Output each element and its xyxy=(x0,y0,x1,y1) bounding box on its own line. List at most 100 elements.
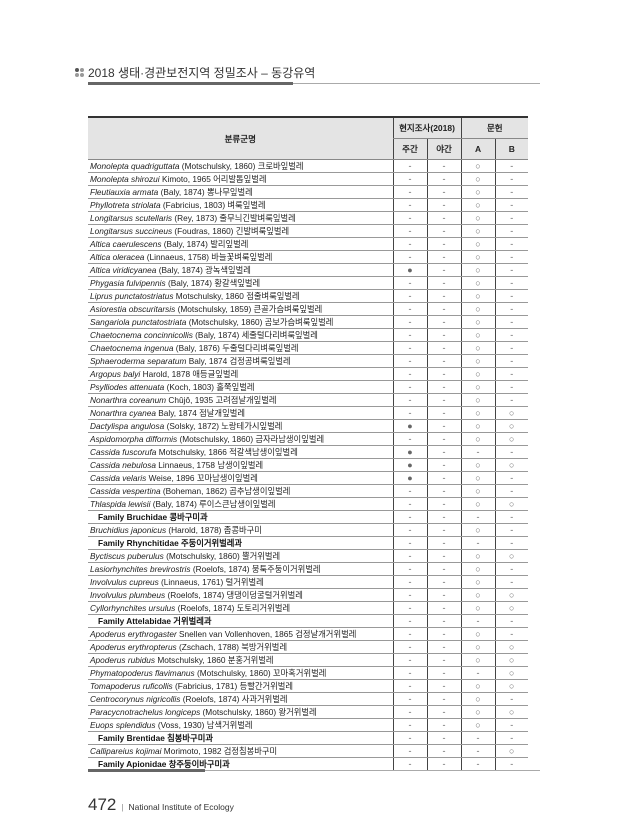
family-name: Family Bruchidae 콩바구미과 xyxy=(88,510,393,524)
mark-day: - xyxy=(392,757,427,771)
mark-night: - xyxy=(426,419,462,433)
mark-a: - xyxy=(460,757,496,771)
scientific-name: Longitarsus succineus xyxy=(90,226,173,236)
mark-day: - xyxy=(392,484,427,498)
authority-and-korean-name: (Harold, 1878) 좀콩바구미 xyxy=(166,525,262,535)
family-row: Family Brentidae 침봉바구미과 - - - - xyxy=(88,731,529,745)
mark-a: ○ xyxy=(460,627,496,641)
table-row: Centrocorynus nigricollis (Roelofs, 1874… xyxy=(88,692,529,706)
mark-b: - xyxy=(494,237,529,251)
mark-day: - xyxy=(392,237,427,251)
authority-and-korean-name: (Roelofs, 1874) 도토리거위벌레 xyxy=(175,603,291,613)
species-name: Paracycnotrachelus longiceps (Motschulsk… xyxy=(88,705,393,719)
mark-a: - xyxy=(460,666,496,680)
table-row: Callipareius kojimai Morimoto, 1982 검정침봉… xyxy=(88,744,529,758)
authority-and-korean-name: (Baly, 1874) 세줄털다리벼룩잎벌레 xyxy=(192,330,318,340)
family-row: Family Bruchidae 콩바구미과 - - - - xyxy=(88,510,529,524)
scientific-name: Asiorestia obscuritarsis xyxy=(90,304,176,314)
scientific-name: Euops splendidus xyxy=(90,720,156,730)
table-row: Monolepta shirozui Kimoto, 1965 어리발톱잎벌레 -… xyxy=(88,172,529,186)
mark-b: - xyxy=(494,302,529,316)
authority-and-korean-name: (Baly, 1874) 발리잎벌레 xyxy=(161,239,249,249)
mark-b: - xyxy=(494,484,529,498)
mark-night: - xyxy=(426,367,462,381)
mark-a: ○ xyxy=(460,419,496,433)
mark-a: ○ xyxy=(460,185,496,199)
species-name: Chaetocnema concinnicollis (Baly, 1874) … xyxy=(88,328,393,342)
mark-night: - xyxy=(426,341,462,355)
scientific-name: Sangariola punctatostriata xyxy=(90,317,187,327)
species-name: Monolepta shirozui Kimoto, 1965 어리발톱잎벌레 xyxy=(88,172,393,186)
authority-and-korean-name: (Solsky, 1872) 노랑테가시잎벌레 xyxy=(164,421,283,431)
mark-night: - xyxy=(426,159,462,173)
species-name: Cassida vespertina (Boheman, 1862) 곱추남생이… xyxy=(88,484,393,498)
scientific-name: Phymatopoderus flavimanus xyxy=(90,668,195,678)
mark-day: - xyxy=(392,224,427,238)
mark-a: ○ xyxy=(460,458,496,472)
mark-day: - xyxy=(392,536,427,550)
species-name: Dactylispa angulosa (Solsky, 1872) 노랑테가시… xyxy=(88,419,393,433)
species-name: Chaetocnema ingenua (Baly, 1876) 두줄털다리벼룩… xyxy=(88,341,393,355)
species-name: Phymatopoderus flavimanus (Motschulsky, … xyxy=(88,666,393,680)
authority-and-korean-name: (Baly, 1874) 뽕나무잎벌레 xyxy=(158,187,253,197)
scientific-name: Phyllotreta striolata xyxy=(90,200,161,210)
mark-a: ○ xyxy=(460,484,496,498)
mark-a: - xyxy=(460,744,496,758)
col-header-name: 분류군명 xyxy=(88,116,393,160)
authority-and-korean-name: (Voss, 1930) 남색거위벌레 xyxy=(155,720,253,730)
mark-night: - xyxy=(426,484,462,498)
mark-night: - xyxy=(426,172,462,186)
mark-day: ● xyxy=(392,263,427,277)
mark-a: ○ xyxy=(460,705,496,719)
scientific-name: Monolepta quadriguttata xyxy=(90,161,180,171)
institute-name: National Institute of Ecology xyxy=(128,802,234,812)
mark-day: - xyxy=(392,549,427,563)
authority-and-korean-name: (Koch, 1803) 홀쭉잎벌레 xyxy=(164,382,255,392)
mark-day: - xyxy=(392,679,427,693)
authority-and-korean-name: (Motschulsky, 1859) 큰골가슴벼룩잎벌레 xyxy=(175,304,323,314)
species-name: Fleutiauxia armata (Baly, 1874) 뽕나무잎벌레 xyxy=(88,185,393,199)
mark-b: ○ xyxy=(494,744,529,758)
scientific-name: Fleutiauxia armata xyxy=(90,187,159,197)
mark-a: ○ xyxy=(460,679,496,693)
col-header-b: B xyxy=(494,138,529,160)
mark-night: - xyxy=(426,731,462,745)
authority-and-korean-name: (Roelofs, 1874) 사과거위벌레 xyxy=(180,694,288,704)
table-row: Psylliodes attenuata (Koch, 1803) 홀쭉잎벌레 -… xyxy=(88,380,529,394)
species-name: Involvulus plumbeus (Roelofs, 1874) 댕댕이덩… xyxy=(88,588,393,602)
table-row: Argopus balyi Harold, 1878 애등글잎벌레 - - ○ - xyxy=(88,367,529,381)
authority-and-korean-name: Harold, 1878 애등글잎벌레 xyxy=(140,369,239,379)
scientific-name: Cassida fuscorufa xyxy=(90,447,157,457)
scientific-name: Chaetocnema concinnicollis xyxy=(90,330,193,340)
authority-and-korean-name: Chûjô, 1935 고려점날개잎벌레 xyxy=(166,395,277,405)
mark-day: - xyxy=(392,718,427,732)
authority-and-korean-name: (Motschulsky, 1860) 꼬마혹거위벌레 xyxy=(194,668,327,678)
mark-night: - xyxy=(426,744,462,758)
mark-night: - xyxy=(426,432,462,446)
mark-b: - xyxy=(494,562,529,576)
mark-b: - xyxy=(494,445,529,459)
mark-night: - xyxy=(426,549,462,563)
authority-and-korean-name: (Zschach, 1788) 북방거위벌레 xyxy=(176,642,288,652)
species-name: Altica caerulescens (Baly, 1874) 발리잎벌레 xyxy=(88,237,393,251)
mark-night: - xyxy=(426,497,462,511)
table-row: Dactylispa angulosa (Solsky, 1872) 노랑테가시… xyxy=(88,419,529,433)
mark-a: ○ xyxy=(460,718,496,732)
mark-night: - xyxy=(426,289,462,303)
mark-day: - xyxy=(392,172,427,186)
mark-b: - xyxy=(494,718,529,732)
footer-separator: | xyxy=(121,803,124,812)
scientific-name: Thlaspida lewisii xyxy=(90,499,151,509)
mark-a: ○ xyxy=(460,640,496,654)
mark-night: - xyxy=(426,315,462,329)
mark-night: - xyxy=(426,523,462,537)
species-name: Psylliodes attenuata (Koch, 1803) 홀쭉잎벌레 xyxy=(88,380,393,394)
mark-night: - xyxy=(426,666,462,680)
authority-and-korean-name: (Motschulsky, 1860) 뿔거위벌레 xyxy=(163,551,281,561)
mark-a: ○ xyxy=(460,159,496,173)
scientific-name: Apoderus erythropterus xyxy=(90,642,177,652)
mark-b: ○ xyxy=(494,588,529,602)
mark-night: - xyxy=(426,705,462,719)
family-name: Family Brentidae 침봉바구미과 xyxy=(88,731,393,745)
table-row: Involvulus cupreus (Linnaeus, 1761) 털거위벌… xyxy=(88,575,529,589)
